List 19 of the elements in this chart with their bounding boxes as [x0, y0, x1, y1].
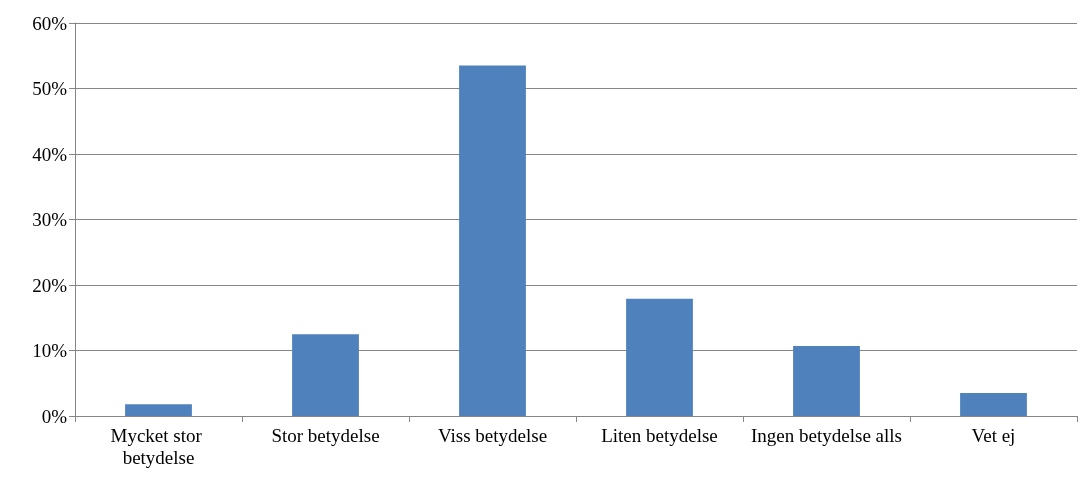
bar — [626, 298, 693, 416]
bar — [125, 404, 192, 416]
x-tick-label: Ingen betydelse alls — [751, 424, 902, 446]
x-tick-label: Liten betydelse — [601, 424, 718, 446]
y-tick-label: 50% — [32, 78, 68, 99]
x-tick-label: Vet ej — [971, 424, 1016, 446]
y-tick-label: 10% — [32, 340, 68, 361]
x-tick-label: Viss betydelse — [437, 424, 548, 446]
bar — [960, 393, 1027, 416]
x-tick-label: Mycket stor betydelse — [110, 424, 207, 468]
y-tick-label: 30% — [32, 209, 68, 230]
y-tick-label: 60% — [32, 12, 68, 34]
y-tick-label: 20% — [32, 274, 68, 296]
y-tick-label: 40% — [32, 143, 68, 165]
y-tick-label: 0% — [41, 405, 68, 427]
bar — [793, 345, 860, 416]
bar — [292, 334, 359, 416]
bar — [459, 65, 526, 416]
x-tick-label: Stor betydelse — [271, 424, 380, 446]
